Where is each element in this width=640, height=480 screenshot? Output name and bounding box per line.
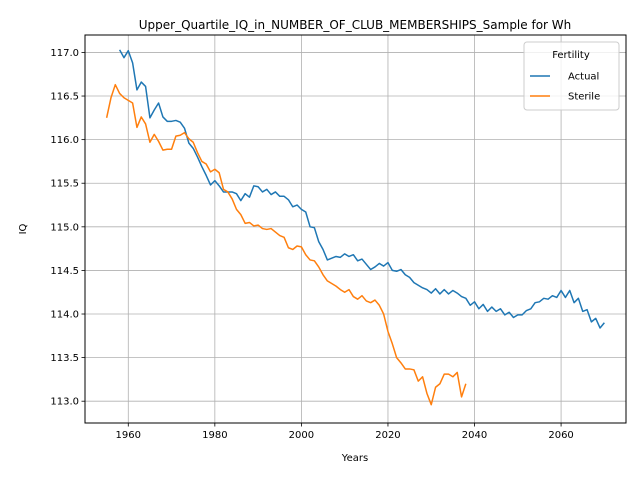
y-tick-label: 113.5 (50, 353, 79, 364)
series-line-sterile (105, 83, 467, 406)
y-tick-label: 115.0 (50, 222, 79, 233)
legend-title: Fertility (552, 50, 590, 61)
x-tick-label: 2000 (289, 430, 314, 441)
y-tick-label: 113.0 (50, 397, 79, 408)
x-tick-label: 1960 (116, 430, 141, 441)
y-tick-label: 115.5 (50, 179, 79, 190)
x-tick-label: 2020 (375, 430, 400, 441)
x-axis-label: Years (341, 453, 368, 464)
y-tick-label: 114.0 (50, 310, 79, 321)
plot-frame (84, 34, 627, 424)
series-layer (105, 49, 605, 406)
legend-label-actual: Actual (568, 72, 599, 83)
legend-entries: Actual Sterile (530, 72, 600, 103)
series-line-actual (118, 49, 605, 329)
legend-label-sterile: Sterile (568, 92, 600, 103)
grid (85, 35, 626, 423)
y-tick-label: 117.0 (50, 48, 79, 59)
y-tick-label: 116.0 (50, 135, 79, 146)
y-axis-label: IQ (18, 223, 29, 234)
x-tick-label: 2040 (462, 430, 487, 441)
legend: Fertility Actual Sterile (523, 41, 620, 111)
legend-box (523, 41, 620, 111)
y-tick-label: 114.5 (50, 266, 79, 277)
y-tick-label: 116.5 (50, 92, 79, 103)
x-tick-label: 1980 (202, 430, 227, 441)
x-tick-label: 2060 (548, 430, 573, 441)
chart-title: Upper_Quartile_IQ_in_NUMBER_OF_CLUB_MEMB… (139, 18, 572, 32)
axis-ticks: 1960 1980 2000 2020 2040 2060 113.0 113.5 114.0 1… (50, 48, 573, 441)
